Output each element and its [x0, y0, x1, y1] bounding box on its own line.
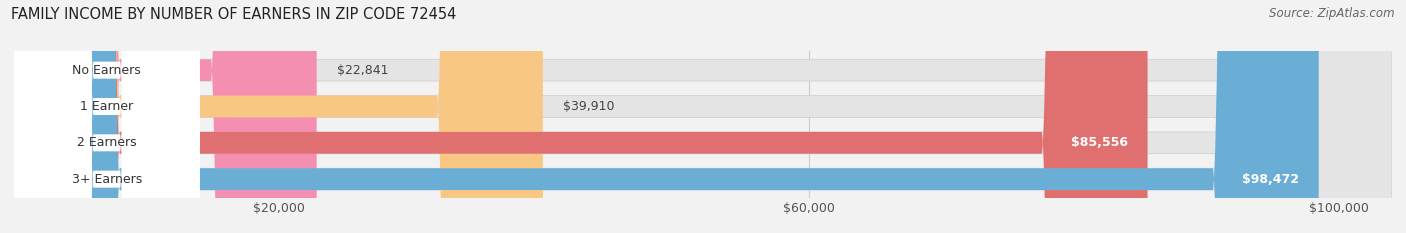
- FancyBboxPatch shape: [14, 0, 200, 233]
- Text: 3+ Earners: 3+ Earners: [72, 173, 142, 186]
- FancyBboxPatch shape: [14, 0, 200, 233]
- Text: $39,910: $39,910: [562, 100, 614, 113]
- Text: 2 Earners: 2 Earners: [77, 136, 136, 149]
- FancyBboxPatch shape: [14, 0, 1147, 233]
- Text: $98,472: $98,472: [1241, 173, 1299, 186]
- FancyBboxPatch shape: [14, 0, 1392, 233]
- Text: No Earners: No Earners: [73, 64, 141, 77]
- Text: $85,556: $85,556: [1071, 136, 1128, 149]
- Text: Source: ZipAtlas.com: Source: ZipAtlas.com: [1270, 7, 1395, 20]
- FancyBboxPatch shape: [14, 0, 1392, 233]
- FancyBboxPatch shape: [14, 0, 1392, 233]
- FancyBboxPatch shape: [14, 0, 1319, 233]
- FancyBboxPatch shape: [14, 0, 543, 233]
- Text: FAMILY INCOME BY NUMBER OF EARNERS IN ZIP CODE 72454: FAMILY INCOME BY NUMBER OF EARNERS IN ZI…: [11, 7, 457, 22]
- Text: $22,841: $22,841: [336, 64, 388, 77]
- FancyBboxPatch shape: [14, 0, 316, 233]
- FancyBboxPatch shape: [14, 0, 200, 233]
- Text: 1 Earner: 1 Earner: [80, 100, 134, 113]
- FancyBboxPatch shape: [14, 0, 1392, 233]
- FancyBboxPatch shape: [14, 0, 200, 233]
